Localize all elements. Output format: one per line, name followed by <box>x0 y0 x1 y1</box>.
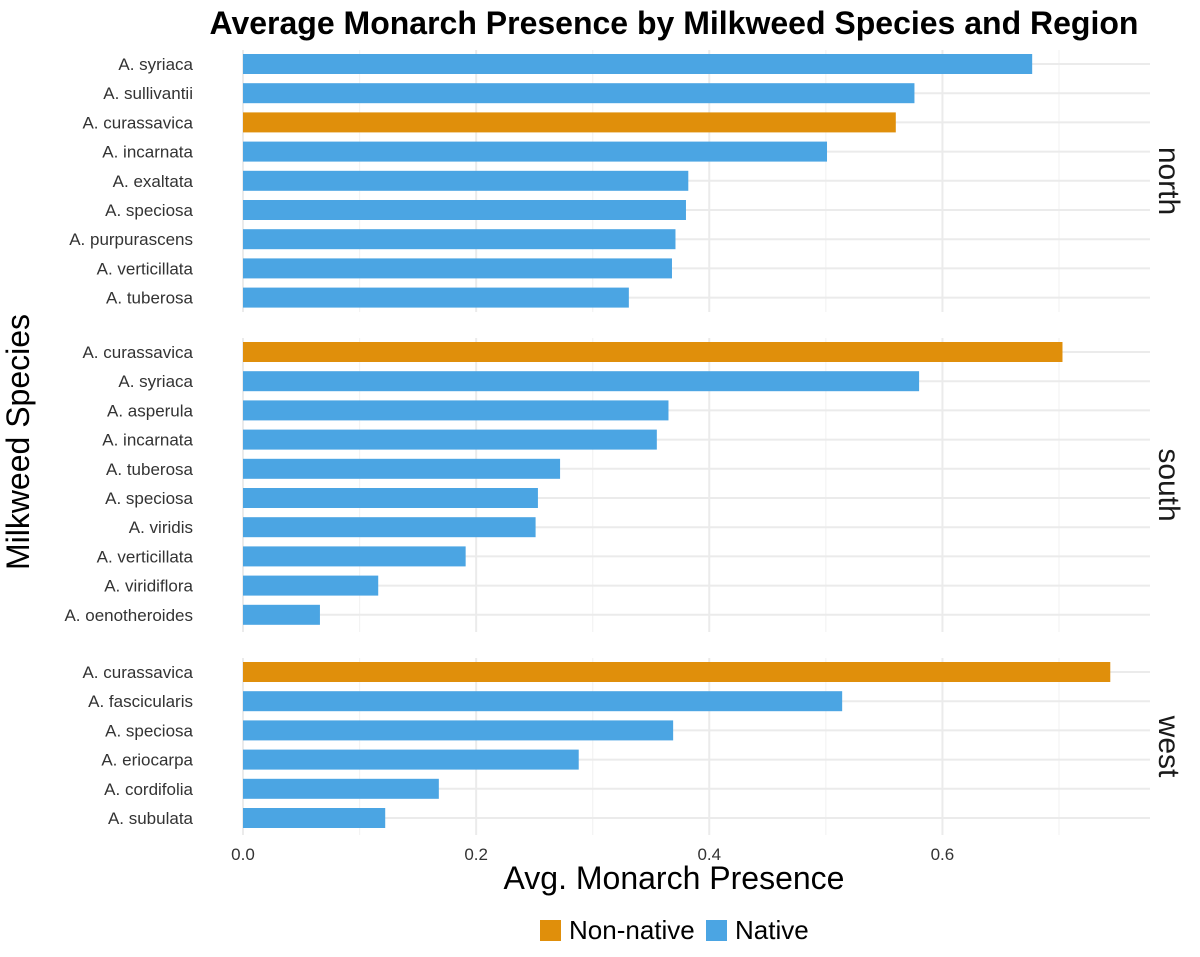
x-axis: 0.0 0.2 0.4 0.6 <box>231 845 954 864</box>
bar-south-a-verticillata <box>243 546 466 567</box>
y-tick-label: A. exaltata <box>113 172 194 191</box>
y-tick-label: A. tuberosa <box>106 460 193 479</box>
facet-panel-south: A. curassavica A. syriaca A. asperula A. in… <box>64 338 1185 632</box>
bar-south-a-curassavica <box>243 342 1063 362</box>
facet-panel-west: A. curassavica A. fascicularis A. speciosa… <box>82 658 1185 835</box>
y-tick-label: A. verticillata <box>97 547 194 566</box>
legend-label-native: Native <box>735 915 809 945</box>
bar-west-a-curassavica <box>243 662 1111 682</box>
y-tick-label: A. asperula <box>107 401 194 420</box>
x-tick-label: 0.4 <box>697 845 721 864</box>
y-tick-label: A. cordifolia <box>104 780 193 799</box>
bar-south-a-speciosa <box>243 488 538 508</box>
chart-title: Average Monarch Presence by Milkweed Spe… <box>210 5 1139 41</box>
bar-north-a-speciosa <box>243 200 686 220</box>
legend-swatch-native <box>706 920 727 941</box>
x-tick-label: 0.2 <box>464 845 488 864</box>
facet-label-west: west <box>1152 715 1185 778</box>
bar-north-a-verticillata <box>243 258 672 279</box>
y-tick-label: A. speciosa <box>105 201 193 220</box>
y-tick-label: A. incarnata <box>102 431 193 450</box>
bar-south-a-incarnata <box>243 429 657 450</box>
y-tick-label: A. speciosa <box>105 489 193 508</box>
y-tick-label: A. fascicularis <box>88 692 193 711</box>
bar-north-a-incarnata <box>243 141 828 162</box>
legend-swatch-non-native <box>540 920 561 941</box>
facet-label-south: south <box>1152 448 1185 521</box>
bar-south-a-tuberosa <box>243 458 561 479</box>
y-tick-label: A. sullivantii <box>103 84 193 103</box>
y-tick-label: A. syriaca <box>118 372 193 391</box>
y-axis-title: Milkweed Species <box>0 314 36 570</box>
y-tick-label: A. tuberosa <box>106 289 193 308</box>
y-tick-label: A. viridiflora <box>104 577 193 596</box>
bar-north-a-purpurascens <box>243 229 676 250</box>
bar-south-a-syriaca <box>243 371 920 392</box>
bar-south-a-asperula <box>243 400 669 421</box>
bar-north-a-exaltata <box>243 170 689 191</box>
y-tick-label: A. eriocarpa <box>101 751 193 770</box>
y-tick-label: A. speciosa <box>105 721 193 740</box>
bar-west-a-eriocarpa <box>243 749 579 770</box>
legend: Non-native Native <box>540 915 809 945</box>
y-tick-label: A. curassavica <box>82 663 193 682</box>
bar-north-a-sullivantii <box>243 83 915 104</box>
bar-north-a-syriaca <box>243 54 1033 74</box>
bar-south-a-viridiflora <box>243 575 379 596</box>
x-tick-label: 0.0 <box>231 845 255 864</box>
y-tick-label: A. oenotheroides <box>64 606 193 625</box>
facet-label-north: north <box>1152 147 1185 215</box>
bar-north-a-curassavica <box>243 112 896 133</box>
y-tick-label: A. curassavica <box>82 113 193 132</box>
x-axis-title: Avg. Monarch Presence <box>504 860 845 896</box>
legend-label-non-native: Non-native <box>569 915 695 945</box>
y-tick-label: A. viridis <box>129 518 193 537</box>
bar-south-a-viridis <box>243 517 536 538</box>
bar-west-a-cordifolia <box>243 778 439 799</box>
y-tick-label: A. verticillata <box>97 259 194 278</box>
bar-west-a-fascicularis <box>243 691 843 712</box>
bar-west-a-speciosa <box>243 720 674 741</box>
bar-north-a-tuberosa <box>243 287 629 308</box>
y-tick-label: A. subulata <box>108 809 194 828</box>
x-tick-label: 0.6 <box>931 845 955 864</box>
bar-south-a-oenotheroides <box>243 604 320 625</box>
y-tick-label: A. incarnata <box>102 143 193 162</box>
y-tick-label: A. purpurascens <box>69 230 193 249</box>
y-tick-label: A. syriaca <box>118 55 193 74</box>
bar-west-a-subulata <box>243 808 386 828</box>
facet-panel-north: A. syriaca A. sullivantii A. curassavica A.… <box>69 50 1185 312</box>
y-tick-label: A. curassavica <box>82 343 193 362</box>
